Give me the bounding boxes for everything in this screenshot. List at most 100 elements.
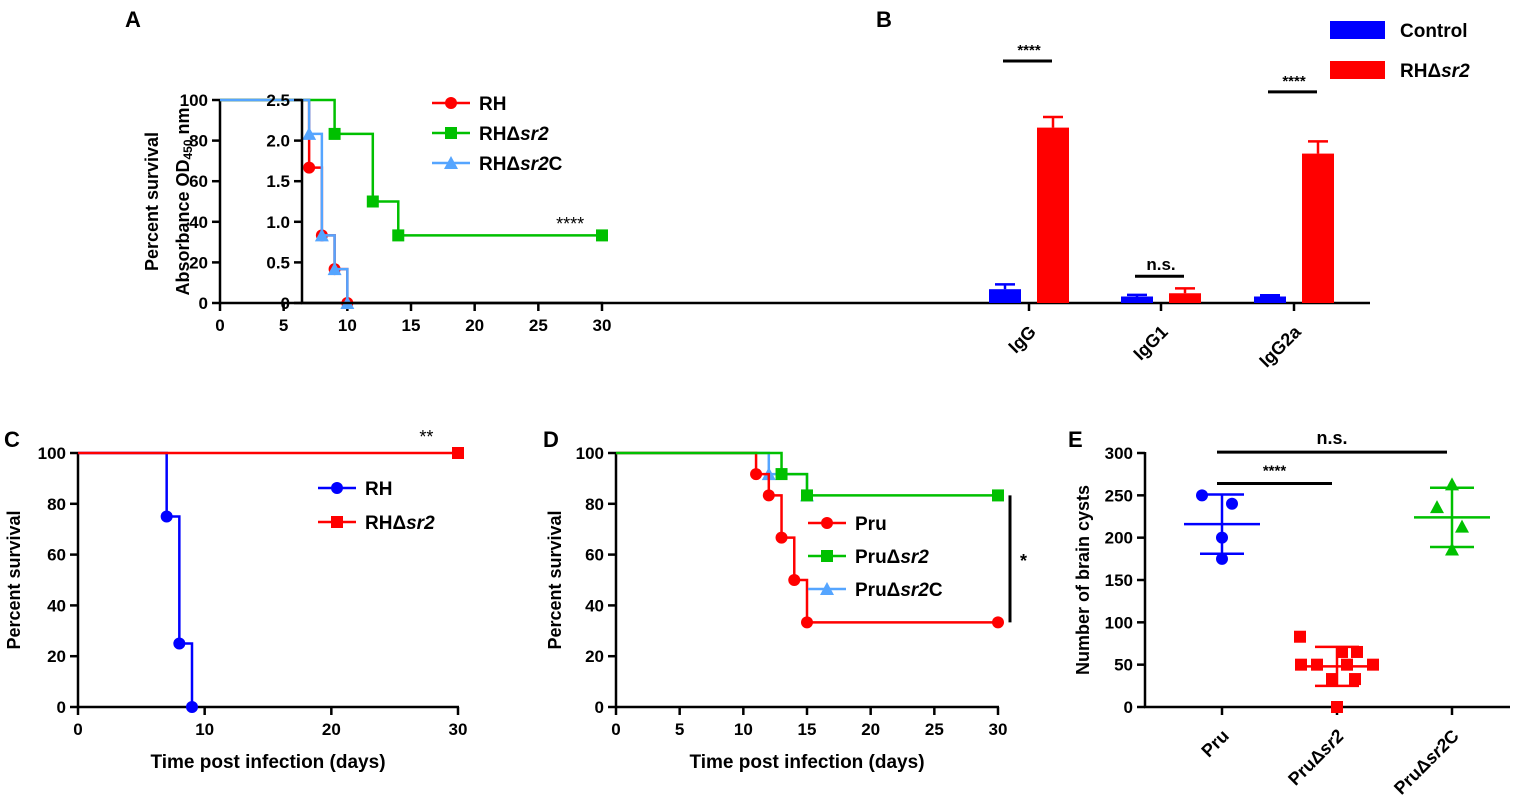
- y-tick-label: 80: [189, 132, 208, 151]
- x-tick-label: 5: [279, 316, 288, 335]
- y-tick-label: 1.5: [266, 172, 290, 191]
- legend-item: RH: [318, 479, 392, 500]
- panel-A: A 0 20 40 60 80 100 Percent survival 0 5 10 15 20 25 3…: [125, 7, 611, 335]
- y-tick-label: 1.0: [266, 213, 290, 232]
- significance-label: ****: [556, 214, 584, 234]
- y-axis-label: Percent survival: [545, 510, 565, 649]
- series-RHΔsr2: [220, 98, 608, 242]
- y-tick-label: 2.0: [266, 132, 290, 151]
- y-tick-label: 300: [1105, 444, 1133, 463]
- x-tick-label: 30: [449, 720, 468, 739]
- event-point: [303, 161, 316, 174]
- x-tick-label: 30: [989, 720, 1008, 739]
- y-tick-label: 100: [1105, 613, 1133, 632]
- y-tick-label: 0.5: [266, 253, 290, 272]
- data-point: [1430, 500, 1444, 514]
- significance-label: ****: [1017, 42, 1041, 59]
- data-point: [1326, 673, 1338, 686]
- x-tick-label: 0: [73, 720, 82, 739]
- category-label: PruΔsr2C: [1390, 726, 1463, 799]
- data-point: [1294, 630, 1306, 643]
- survival-line: [616, 451, 998, 497]
- legend-swatch: [1330, 61, 1385, 79]
- event-point: [762, 489, 775, 502]
- x-tick-label: 25: [529, 316, 548, 335]
- bar-Control: [1121, 296, 1153, 303]
- panel-label: D: [543, 427, 559, 452]
- legend-marker: [821, 517, 833, 529]
- category-label: PruΔsr2: [1284, 726, 1348, 790]
- data-point: [1226, 497, 1238, 510]
- series-RHΔsr2: [78, 447, 464, 459]
- data-point: [1351, 645, 1363, 658]
- x-tick-label: 20: [322, 720, 341, 739]
- event-point: [173, 637, 186, 650]
- significance-label: n.s.: [1316, 428, 1347, 448]
- y-tick-label: 20: [47, 647, 66, 666]
- event-point: [366, 195, 379, 208]
- censor-point: [596, 229, 608, 242]
- censor-point: [992, 489, 1004, 502]
- y-tick-label: 100: [38, 444, 66, 463]
- legend-item: PruΔsr2C: [808, 580, 943, 601]
- panel-label: C: [4, 427, 20, 452]
- legend-label: PruΔsr2C: [855, 580, 943, 601]
- y-tick-label: 0: [281, 294, 290, 313]
- panel-D: D 0 20 40 60 80 100 Percent survival 0 5 10 15 20 25 3…: [543, 427, 1027, 773]
- data-point: [1349, 673, 1361, 686]
- x-tick-label: 30: [593, 316, 612, 335]
- legend-label: Pru: [855, 514, 887, 535]
- y-tick-label: 60: [585, 546, 604, 565]
- y-tick-label: 200: [1105, 529, 1133, 548]
- panel-B: B 0 0.5 1.0 1.5 2.0 2.5 Absorbance OD450 nm IgG I…: [173, 7, 1470, 371]
- bar-RHΔsr2: [1037, 127, 1069, 303]
- legend-item: RHΔsr2: [318, 513, 435, 534]
- y-tick-label: 150: [1105, 571, 1133, 590]
- y-axis-label: Percent survival: [4, 510, 24, 649]
- x-tick-label: 15: [798, 720, 817, 739]
- panel-label: A: [125, 7, 141, 32]
- y-tick-label: 40: [189, 213, 208, 232]
- data-point: [1367, 658, 1379, 671]
- y-tick-label: 0: [595, 698, 604, 717]
- x-tick-label: 20: [861, 720, 880, 739]
- x-tick-label: 0: [611, 720, 620, 739]
- data-point: [1341, 658, 1353, 671]
- event-point: [186, 701, 198, 713]
- legend-label: RHΔsr2: [1400, 61, 1470, 82]
- legend-label: RH: [479, 94, 506, 115]
- data-point: [1331, 701, 1343, 713]
- data-point: [1445, 542, 1459, 556]
- event-point: [801, 616, 813, 629]
- data-point: [1336, 645, 1348, 658]
- y-tick-label: 0: [199, 294, 208, 313]
- legend-label: RHΔsr2: [479, 124, 549, 145]
- legend-marker: [445, 127, 457, 139]
- x-tick-label: 0: [215, 316, 224, 335]
- y-tick-label: 80: [585, 495, 604, 514]
- category-label: IgG1: [1129, 322, 1171, 364]
- event-point: [160, 510, 173, 523]
- y-tick-label: 60: [47, 546, 66, 565]
- significance-label: **: [419, 427, 433, 447]
- y-tick-label: 0: [1124, 698, 1133, 717]
- y-tick-label: 0: [57, 698, 66, 717]
- x-tick-label: 10: [338, 316, 357, 335]
- x-tick-label: 25: [925, 720, 944, 739]
- y-tick-label: 100: [180, 91, 208, 110]
- survival-line: [220, 98, 349, 303]
- y-tick-label: 2.5: [266, 91, 290, 110]
- category-label: IgG2a: [1255, 321, 1305, 371]
- y-tick-label: 50: [1114, 656, 1133, 675]
- panel-C: C 0 20 40 60 80 100 Percent survival 0 10 20 30 Time…: [4, 427, 467, 773]
- event-point: [788, 574, 801, 586]
- event-point: [302, 126, 317, 140]
- data-point: [1311, 658, 1323, 671]
- y-tick-label: 100: [576, 444, 604, 463]
- significance-label: n.s.: [1146, 255, 1175, 274]
- significance-label: ****: [1282, 73, 1306, 90]
- bar-RHΔsr2: [1169, 293, 1201, 303]
- event-point: [392, 229, 405, 242]
- event-point: [328, 127, 341, 140]
